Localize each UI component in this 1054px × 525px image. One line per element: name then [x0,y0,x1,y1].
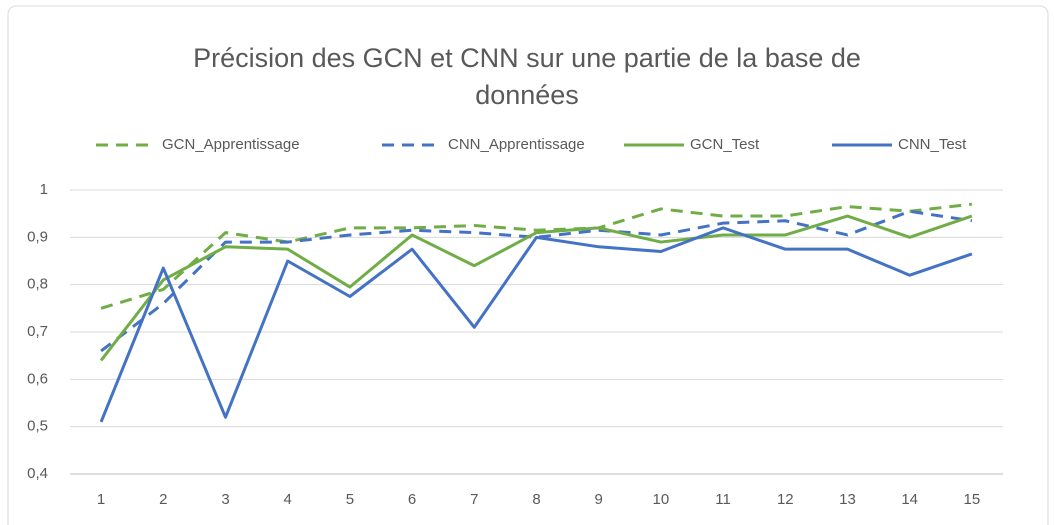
series-line [100,209,973,353]
y-tick-label: 0,5 [27,418,48,435]
x-tick-label: 9 [595,491,603,508]
y-tick-label: 0,7 [27,323,48,340]
x-tick-label: 15 [964,491,981,508]
x-tick-label: 12 [777,491,794,508]
series-line [99,214,973,362]
legend-label: GCN_Test [690,136,760,153]
y-tick-label: 0,6 [27,370,48,387]
legend-label: CNN_Apprentissage [448,136,585,153]
x-tick-label: 11 [715,491,731,508]
series-line [99,226,973,423]
series-line [100,202,973,310]
x-tick-label: 1 [97,491,105,508]
x-tick-label: 2 [159,491,167,508]
x-tick-label: 5 [346,491,354,508]
y-tick-label: 0,8 [27,276,48,293]
x-tick-label: 8 [532,491,540,508]
x-tick-label: 4 [284,491,292,508]
y-tick-label: 0,4 [27,465,48,482]
y-tick-label: 0,9 [27,228,48,245]
x-tick-label: 3 [221,491,229,508]
y-tick-label: 1 [40,181,48,198]
legend-label: CNN_Test [898,136,967,153]
x-tick-label: 13 [839,491,856,508]
chart-title: Précision des GCN et CNN sur une partie … [193,43,861,110]
legend-label: GCN_Apprentissage [162,136,300,153]
chart-frame [7,5,1049,525]
x-tick-label: 6 [408,491,416,508]
x-tick-label: 14 [901,491,918,508]
x-tick-label: 7 [470,491,478,508]
x-tick-label: 10 [653,491,670,508]
